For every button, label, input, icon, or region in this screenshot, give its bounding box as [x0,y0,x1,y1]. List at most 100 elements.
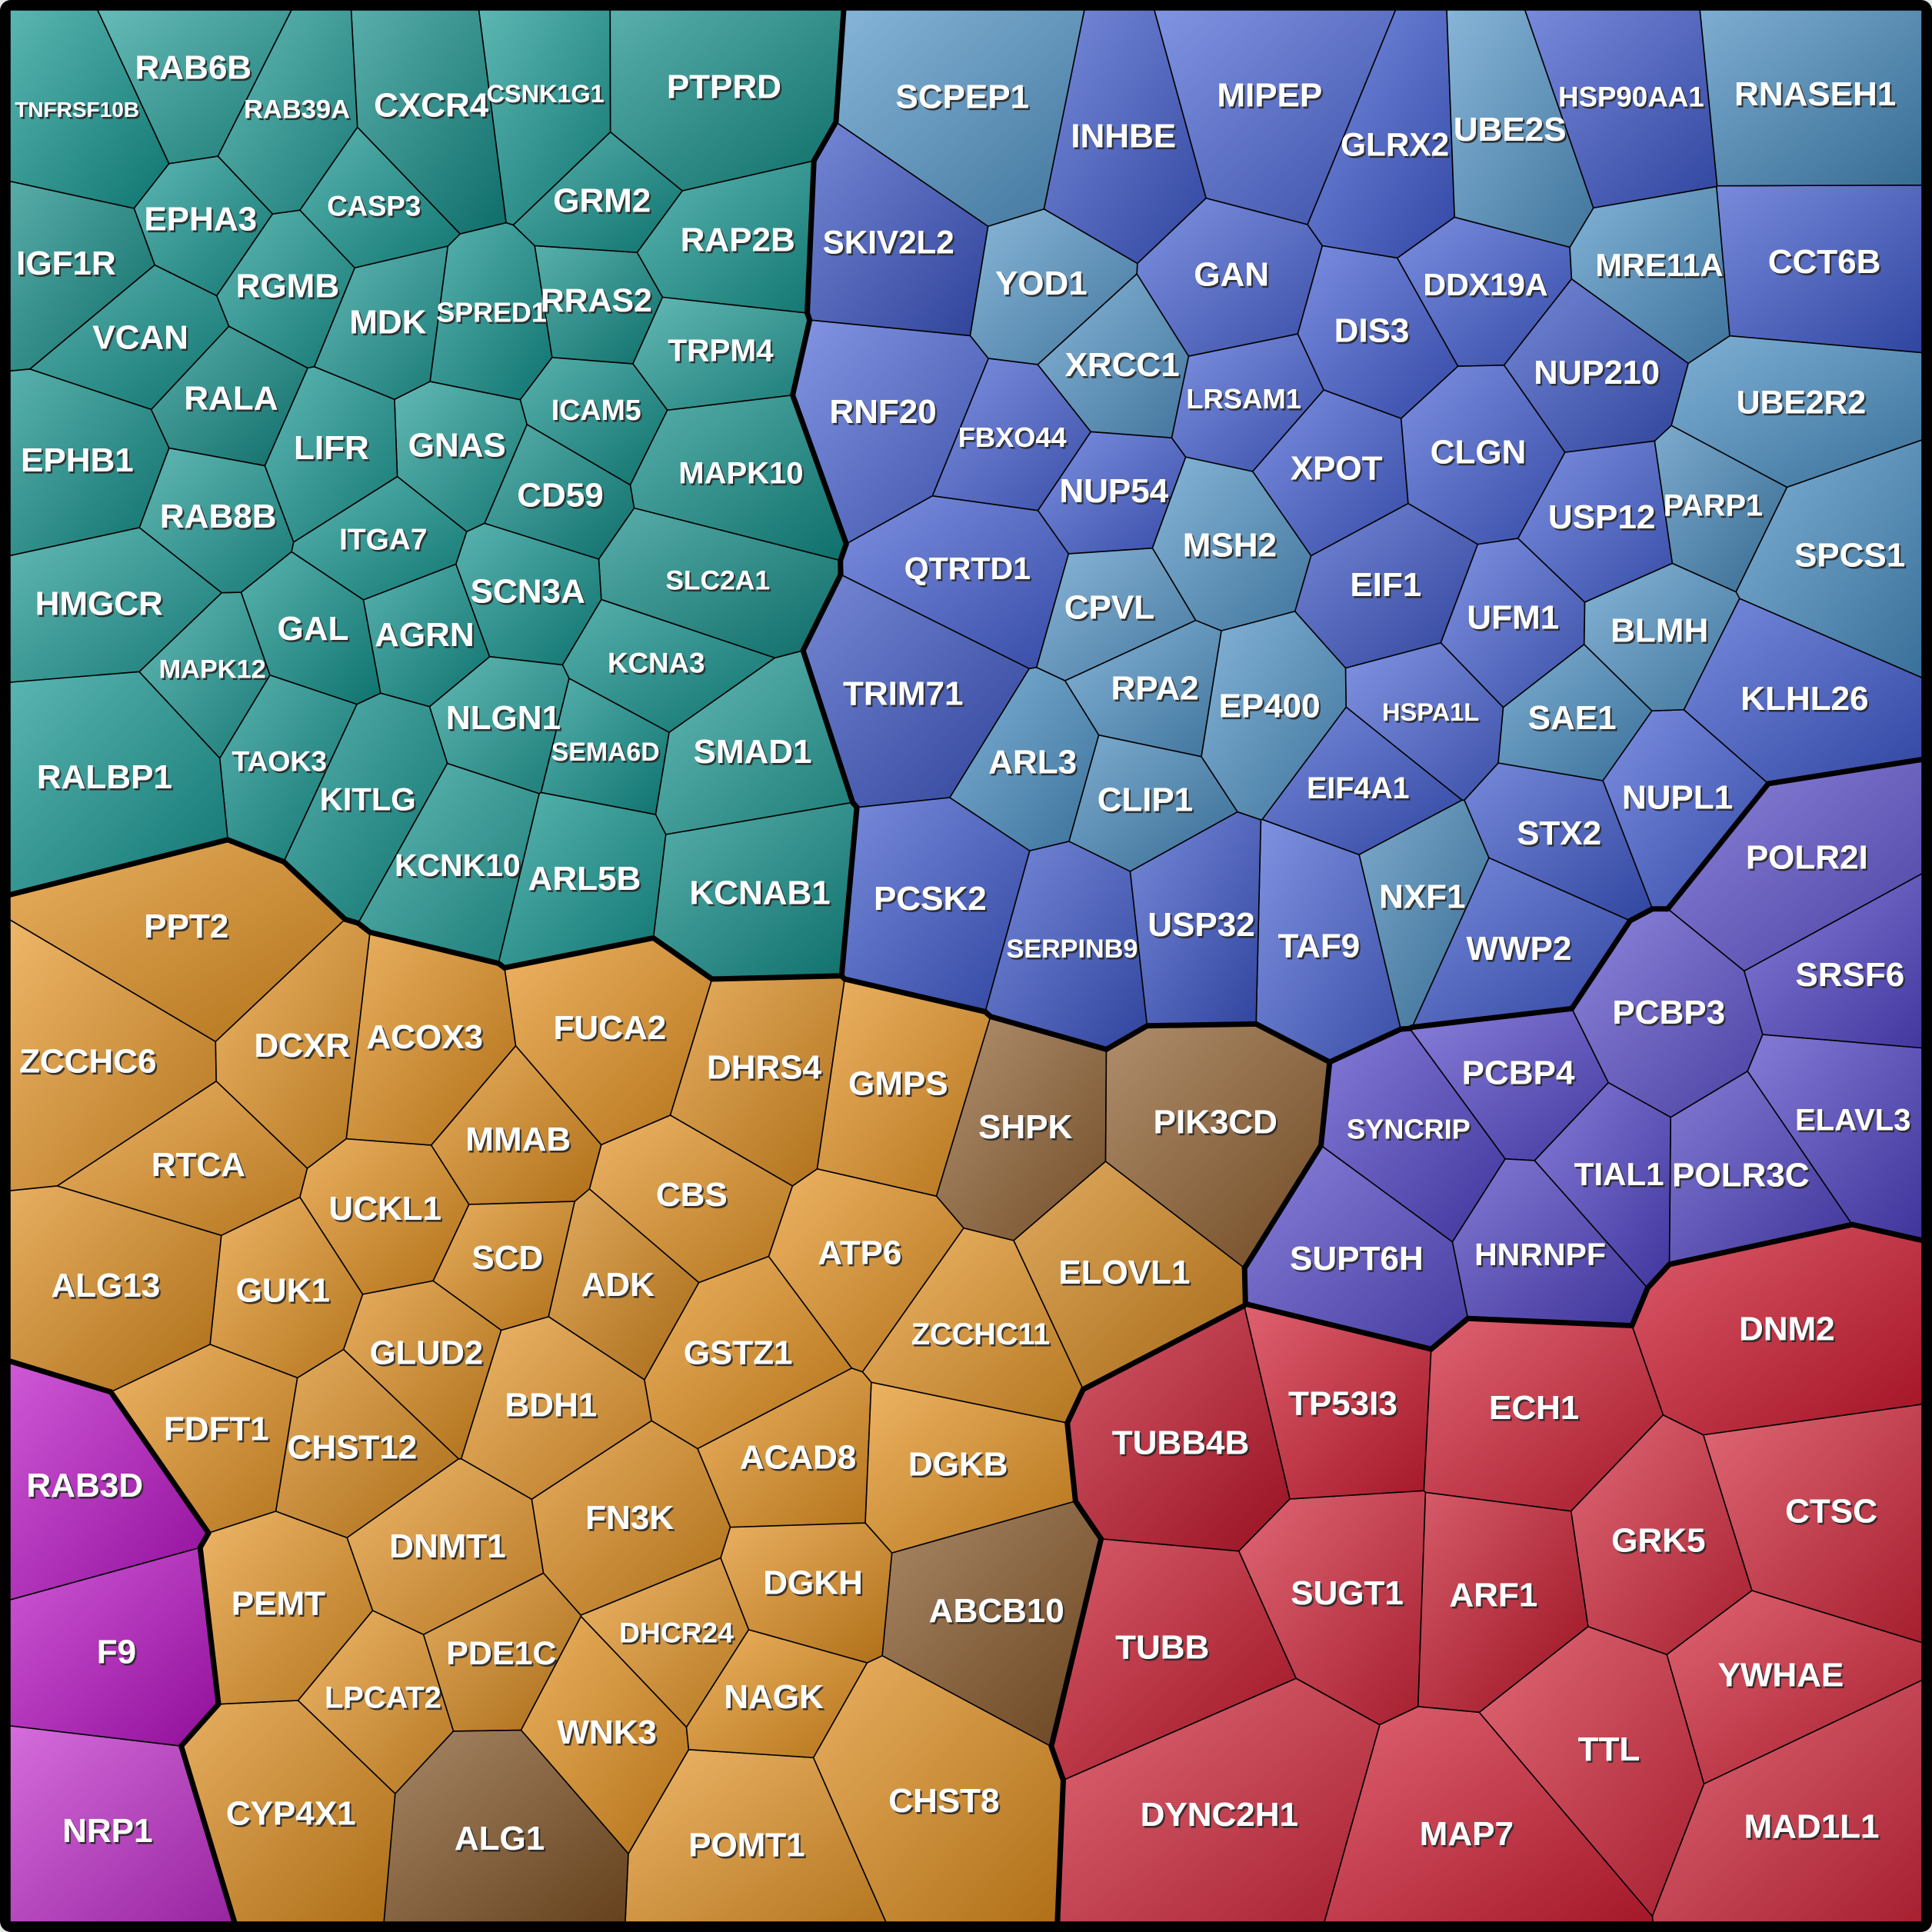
svg-text:CYP4X1: CYP4X1 [226,1795,356,1833]
svg-text:LIFR: LIFR [294,429,369,467]
svg-text:CCT6B: CCT6B [1768,243,1881,281]
svg-text:NUP54: NUP54 [1059,472,1168,510]
svg-text:USP12: USP12 [1548,498,1655,536]
svg-text:ELAVL3: ELAVL3 [1795,1104,1910,1138]
svg-text:NUPL1: NUPL1 [1622,779,1733,817]
svg-text:ALG1: ALG1 [455,1820,545,1857]
svg-text:CLIP1: CLIP1 [1098,781,1193,818]
svg-text:CBS: CBS [656,1176,728,1214]
svg-text:FUCA2: FUCA2 [554,1009,667,1047]
svg-text:GSTZ1: GSTZ1 [684,1334,793,1372]
svg-text:KLHL26: KLHL26 [1740,680,1868,718]
svg-text:ZCCHC11: ZCCHC11 [911,1317,1050,1351]
svg-text:EPHB1: EPHB1 [21,441,134,479]
svg-text:RRAS2: RRAS2 [541,282,652,319]
svg-text:ACAD8: ACAD8 [740,1438,857,1476]
svg-text:MSH2: MSH2 [1183,527,1277,565]
svg-text:SCPEP1: SCPEP1 [895,78,1029,115]
svg-text:DYNC2H1: DYNC2H1 [1141,1796,1298,1834]
svg-text:MDK: MDK [349,304,426,341]
svg-text:XRCC1: XRCC1 [1065,346,1180,384]
svg-text:ADK: ADK [581,1266,655,1304]
svg-text:GRK5: GRK5 [1611,1522,1705,1560]
svg-text:KCNK10: KCNK10 [395,848,521,883]
svg-text:STX2: STX2 [1517,814,1601,852]
svg-text:ITGA7: ITGA7 [339,523,427,556]
svg-text:RAP2B: RAP2B [681,221,795,258]
svg-text:RNASEH1: RNASEH1 [1734,75,1896,113]
svg-text:TRPM4: TRPM4 [668,333,774,368]
svg-text:RAB8B: RAB8B [160,498,277,535]
svg-text:ATP6: ATP6 [818,1234,901,1272]
svg-text:DNMT1: DNMT1 [389,1527,506,1565]
svg-text:EIF1: EIF1 [1350,566,1421,604]
svg-text:TIAL1: TIAL1 [1574,1156,1664,1192]
svg-text:DIS3: DIS3 [1334,311,1410,349]
svg-text:WNK3: WNK3 [557,1714,657,1751]
svg-text:SRSF6: SRSF6 [1795,956,1904,994]
svg-text:YWHAE: YWHAE [1718,1657,1844,1694]
svg-text:RALBP1: RALBP1 [37,758,172,796]
svg-text:DGKB: DGKB [908,1446,1008,1484]
svg-text:TTL: TTL [1578,1730,1641,1768]
svg-text:GLRX2: GLRX2 [1341,126,1449,162]
svg-text:XPOT: XPOT [1291,449,1383,487]
svg-text:MIPEP: MIPEP [1217,76,1322,114]
svg-text:SERPINB9: SERPINB9 [1006,934,1138,964]
svg-text:DDX19A: DDX19A [1423,267,1547,302]
svg-text:SYNCRIP: SYNCRIP [1347,1113,1471,1144]
svg-text:RAB6B: RAB6B [135,49,252,87]
svg-text:YOD1: YOD1 [995,265,1088,302]
svg-text:PARP1: PARP1 [1664,489,1763,523]
svg-text:DCXR: DCXR [254,1027,350,1064]
svg-text:KCNAB1: KCNAB1 [689,874,830,911]
svg-text:MAPK12: MAPK12 [159,655,266,684]
svg-text:SMAD1: SMAD1 [693,733,811,771]
svg-text:SHPK: SHPK [978,1108,1072,1146]
svg-text:DHRS4: DHRS4 [707,1049,822,1087]
svg-text:AGRN: AGRN [375,616,475,654]
svg-text:PCBP4: PCBP4 [1462,1054,1575,1091]
svg-text:ICAM5: ICAM5 [551,394,641,426]
svg-text:SUGT1: SUGT1 [1291,1574,1404,1612]
svg-text:CXCR4: CXCR4 [374,87,489,125]
svg-text:POMT1: POMT1 [688,1827,805,1864]
svg-text:DGKH: DGKH [763,1564,863,1602]
svg-text:TAOK3: TAOK3 [232,745,327,778]
svg-text:UFM1: UFM1 [1467,599,1559,637]
svg-text:FBXO44: FBXO44 [958,421,1067,453]
svg-text:CPVL: CPVL [1064,589,1154,627]
svg-text:CHST8: CHST8 [888,1782,999,1820]
svg-text:ELOVL1: ELOVL1 [1058,1254,1190,1291]
svg-text:GNAS: GNAS [408,427,506,465]
svg-text:RALA: RALA [184,380,278,418]
svg-text:RNF20: RNF20 [829,393,936,431]
svg-text:CD59: CD59 [517,477,604,515]
svg-text:GAL: GAL [277,610,348,648]
svg-text:VCAN: VCAN [92,319,188,357]
svg-text:NRP1: NRP1 [62,1812,152,1850]
svg-text:KITLG: KITLG [320,781,416,818]
svg-text:NAGK: NAGK [724,1678,824,1716]
svg-text:MAPK10: MAPK10 [678,456,803,490]
svg-text:IGF1R: IGF1R [16,245,116,282]
svg-text:ALG13: ALG13 [51,1267,160,1304]
svg-text:ZCCHC6: ZCCHC6 [19,1042,156,1080]
svg-text:GUK1: GUK1 [236,1272,330,1310]
svg-text:TP53I3: TP53I3 [1288,1385,1397,1423]
svg-text:SAE1: SAE1 [1528,699,1617,737]
svg-text:LRSAM1: LRSAM1 [1186,383,1301,415]
svg-text:SPCS1: SPCS1 [1794,537,1905,575]
svg-text:INHBE: INHBE [1071,117,1176,155]
svg-text:TRIM71: TRIM71 [843,675,963,713]
svg-text:SCN3A: SCN3A [471,573,585,611]
svg-text:SKIV2L2: SKIV2L2 [823,225,954,261]
svg-text:NLGN1: NLGN1 [446,699,561,737]
svg-text:HMGCR: HMGCR [35,585,163,623]
svg-text:WWP2: WWP2 [1466,930,1571,968]
svg-text:MMAB: MMAB [465,1121,571,1158]
svg-text:PEMT: PEMT [232,1585,325,1623]
svg-text:SUPT6H: SUPT6H [1290,1240,1424,1277]
svg-text:USP32: USP32 [1148,906,1254,944]
svg-text:BLMH: BLMH [1611,611,1708,649]
